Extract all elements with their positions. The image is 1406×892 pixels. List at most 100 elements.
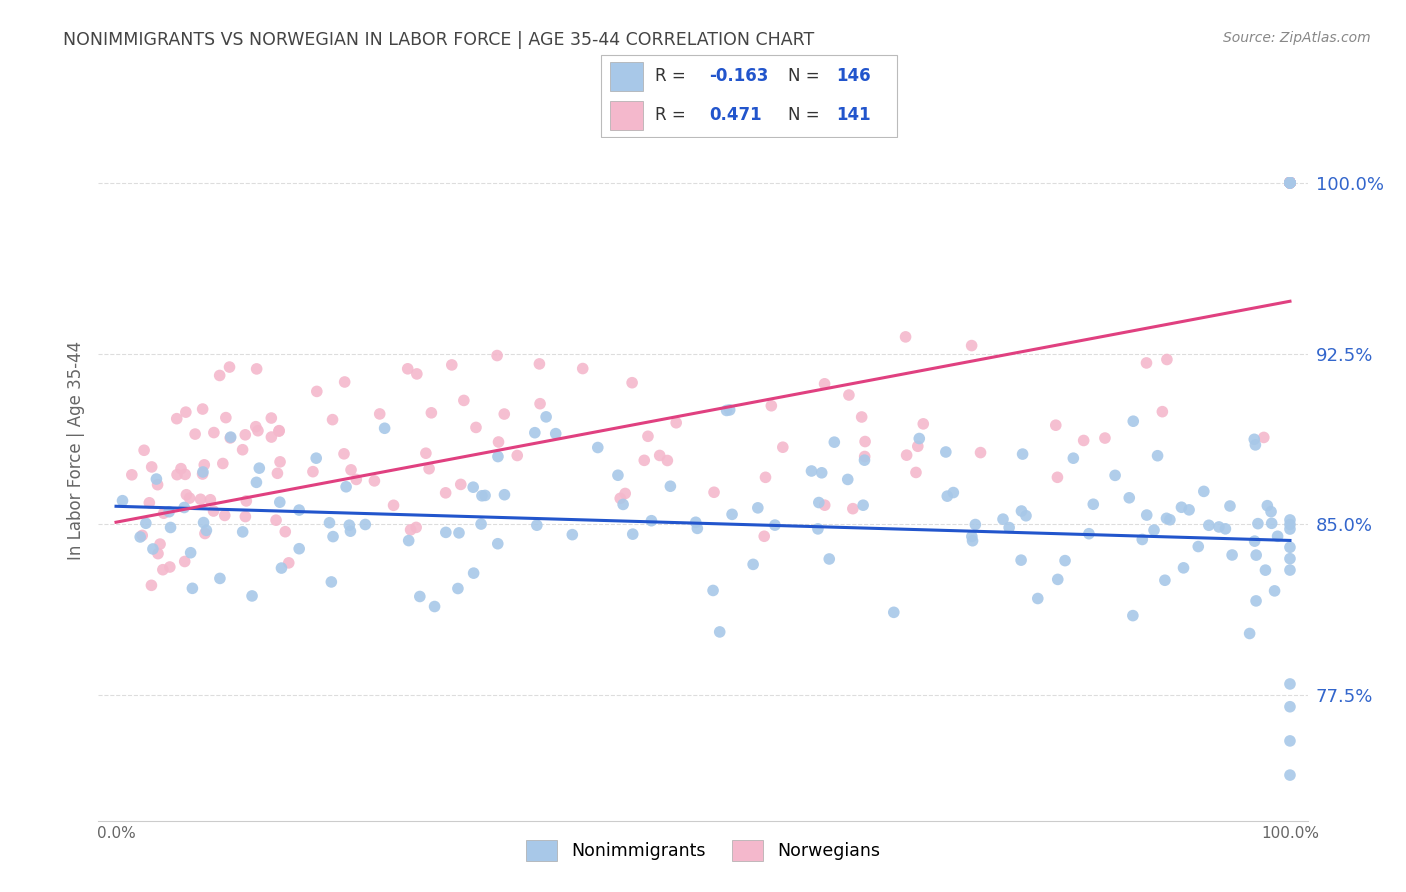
Point xyxy=(333,447,356,461)
Text: -0.163: -0.163 xyxy=(710,68,769,86)
Point xyxy=(842,501,865,516)
Point xyxy=(991,512,1014,526)
Point xyxy=(1220,548,1243,562)
Point xyxy=(129,530,152,544)
Point xyxy=(1278,176,1301,190)
Point xyxy=(648,449,671,463)
Point xyxy=(321,574,343,589)
FancyBboxPatch shape xyxy=(600,55,897,136)
Point xyxy=(1156,352,1178,367)
Point xyxy=(191,402,214,417)
Point xyxy=(277,556,299,570)
Point xyxy=(1278,768,1301,782)
Point xyxy=(322,412,344,426)
Point xyxy=(1046,573,1069,587)
Point xyxy=(1010,553,1032,567)
Point xyxy=(152,506,174,520)
Point xyxy=(1010,504,1032,518)
Point xyxy=(1244,594,1267,608)
Point xyxy=(702,583,724,598)
Point xyxy=(1135,356,1157,370)
Point xyxy=(121,467,143,482)
Point xyxy=(1156,511,1178,525)
Point xyxy=(1278,522,1301,536)
Point xyxy=(267,424,290,438)
Point xyxy=(260,411,283,425)
Point xyxy=(246,424,269,438)
Point xyxy=(179,491,201,505)
Point xyxy=(181,582,204,596)
Point xyxy=(1278,176,1301,190)
Point xyxy=(488,435,510,450)
Point xyxy=(176,488,198,502)
Point xyxy=(633,453,655,467)
Point xyxy=(1247,516,1270,531)
Point xyxy=(141,578,163,592)
Point xyxy=(742,558,765,572)
Point xyxy=(772,440,794,454)
Point xyxy=(837,472,859,486)
Point xyxy=(1278,176,1301,190)
Point xyxy=(166,467,188,482)
Point xyxy=(1278,176,1301,190)
Point xyxy=(260,430,283,444)
Point xyxy=(818,552,841,566)
Point xyxy=(274,524,297,539)
Point xyxy=(180,546,202,560)
Point xyxy=(1011,447,1033,461)
Point xyxy=(506,449,529,463)
Point xyxy=(907,439,929,453)
Point xyxy=(232,524,254,539)
Point xyxy=(571,361,593,376)
Point xyxy=(1278,176,1301,190)
Point xyxy=(322,530,344,544)
Point xyxy=(191,467,214,481)
Point xyxy=(173,554,195,568)
Point xyxy=(1122,608,1144,623)
Point xyxy=(614,486,637,500)
Point xyxy=(534,409,557,424)
Point xyxy=(465,420,488,434)
Point xyxy=(747,500,769,515)
Point xyxy=(1278,176,1301,190)
Point xyxy=(637,429,659,443)
Point xyxy=(754,529,776,543)
Point xyxy=(382,498,405,512)
Point xyxy=(1278,551,1301,566)
Point xyxy=(447,525,470,540)
Point xyxy=(418,461,440,475)
Point xyxy=(335,480,357,494)
Point xyxy=(409,590,432,604)
Point xyxy=(1278,541,1301,555)
Point xyxy=(718,403,741,417)
Point xyxy=(896,448,918,462)
Point xyxy=(202,504,225,518)
Point xyxy=(1267,529,1289,543)
Point xyxy=(232,442,254,457)
Point xyxy=(709,624,731,639)
Point xyxy=(159,560,181,574)
Text: 0.471: 0.471 xyxy=(710,106,762,124)
Point xyxy=(471,489,494,503)
Point xyxy=(193,458,215,472)
Point xyxy=(686,521,709,535)
Point xyxy=(1198,518,1220,533)
Point xyxy=(807,495,830,509)
Point xyxy=(264,513,287,527)
Point xyxy=(166,411,188,425)
Point xyxy=(1278,176,1301,190)
Text: R =: R = xyxy=(655,68,690,86)
Point xyxy=(463,566,485,581)
Point xyxy=(420,406,443,420)
Point xyxy=(852,498,875,512)
Point xyxy=(1278,176,1301,190)
Point xyxy=(450,477,472,491)
Point xyxy=(1062,451,1084,466)
Point xyxy=(659,479,682,493)
Point xyxy=(1278,176,1301,190)
Point xyxy=(1278,734,1301,748)
Point xyxy=(609,491,631,506)
Point xyxy=(174,405,197,419)
Point xyxy=(157,505,180,519)
Point xyxy=(318,516,340,530)
